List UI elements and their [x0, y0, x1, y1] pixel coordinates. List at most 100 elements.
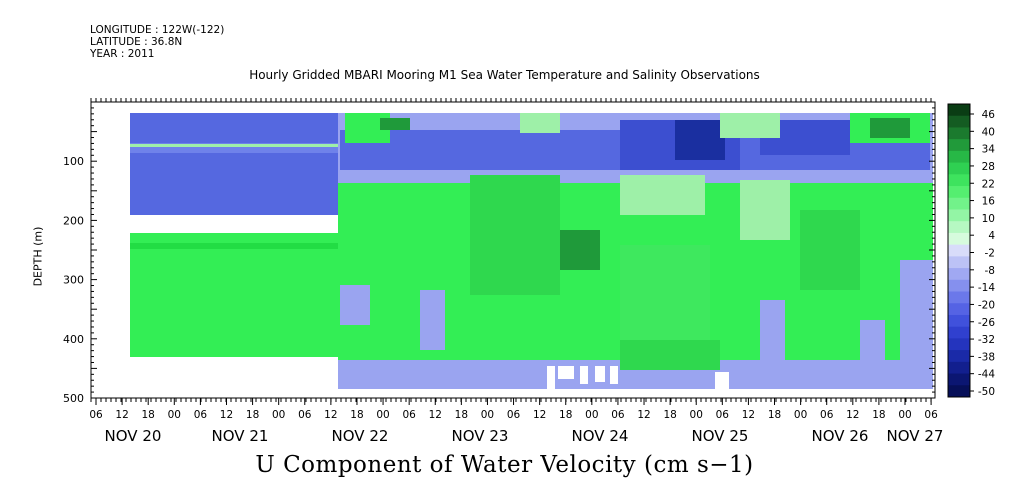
- heatmap-cell: [620, 340, 720, 370]
- heatmap-cell: [900, 260, 933, 360]
- colorbar-tick-label: -14: [978, 282, 995, 294]
- colorbar: 46 40 34 28 22 16 10 4 -2 -8 -14 -20 -26 -32 -38 -44 -50: [947, 103, 996, 398]
- x-hour-tick-label: 00: [690, 409, 703, 421]
- heatmap-cell: [470, 175, 560, 295]
- x-hour-tick-label: 18: [768, 409, 781, 421]
- x-hour-tick-label: 06: [402, 409, 416, 421]
- colorbar-segment: [948, 127, 970, 140]
- colorbar-segment: [948, 373, 970, 386]
- colorbar-tick-label: 34: [982, 144, 996, 156]
- x-hour-tick-label: 18: [872, 409, 885, 421]
- year-label: YEAR : 2011: [90, 48, 155, 60]
- colorbar-segment: [948, 326, 970, 339]
- x-hour-tick-label: 12: [637, 409, 650, 421]
- colorbar-tick-label: -44: [978, 369, 995, 381]
- heatmap-gap: [610, 366, 618, 384]
- x-hour-tick-label: 00: [585, 409, 598, 421]
- colorbar-tick-label: 22: [982, 178, 995, 190]
- x-hour-tick-label: 18: [455, 409, 468, 421]
- x-hour-tick-label: 00: [272, 409, 285, 421]
- y-tick-label: 400: [63, 333, 84, 346]
- colorbar-segment: [948, 244, 970, 257]
- colorbar-segment: [948, 279, 970, 293]
- x-day-label: NOV 27: [887, 427, 944, 445]
- y-tick-label: 200: [63, 214, 84, 227]
- colorbar-segment: [948, 314, 970, 328]
- colorbar-segment: [948, 291, 970, 304]
- colorbar-tick-label: 40: [982, 126, 995, 138]
- colorbar-segment: [948, 232, 970, 246]
- colorbar-tick-label: -2: [985, 248, 995, 260]
- x-hour-tick-label: 18: [559, 409, 572, 421]
- chart-title: Hourly Gridded MBARI Mooring M1 Sea Wate…: [249, 68, 760, 82]
- heatmap-band: [130, 215, 340, 233]
- y-tick-label: 500: [63, 392, 84, 405]
- heatmap-band: [130, 233, 340, 357]
- colorbar-tick-label: -26: [978, 317, 995, 329]
- x-hour-tick-label: 12: [324, 409, 337, 421]
- longitude-label: LONGITUDE : 122W(-122): [90, 24, 225, 36]
- x-hour-tick-label: 12: [533, 409, 546, 421]
- x-day-label: NOV 24: [572, 427, 629, 445]
- x-day-label: NOV 20: [105, 427, 162, 445]
- heatmap-cell: [675, 120, 725, 160]
- x-hour-tick-label: 18: [350, 409, 363, 421]
- x-hour-tick-label: 06: [194, 409, 208, 421]
- x-hour-tick-label: 18: [142, 409, 155, 421]
- heatmap-cell: [420, 290, 445, 350]
- latitude-label: LATITUDE : 36.8N: [90, 36, 183, 48]
- colorbar-segment: [948, 303, 970, 316]
- x-axis-label: U Component of Water Velocity (cm s−1): [255, 452, 754, 478]
- colorbar-tick-label: 16: [982, 196, 996, 208]
- heatmap-band: [130, 113, 340, 215]
- colorbar-segment: [948, 256, 970, 269]
- colorbar-segment: [948, 139, 970, 152]
- x-day-label: NOV 23: [452, 427, 509, 445]
- x-hour-tick-label: 12: [846, 409, 859, 421]
- colorbar-tick-label: 4: [988, 230, 995, 242]
- heatmap-cell: [740, 180, 790, 240]
- x-hour-tick-label: 12: [115, 409, 128, 421]
- heatmap-gap: [595, 366, 605, 382]
- colorbar-segment: [948, 197, 970, 210]
- heatmap-gap: [580, 366, 588, 384]
- heatmap-cell: [520, 113, 560, 133]
- colorbar-segment: [948, 361, 970, 375]
- x-axis-ticks: 06 12 18 00 06 12 18 00 06 12 18 00 06 12 18 00 06 12 18 00…: [89, 98, 943, 445]
- heatmap-cell: [620, 245, 710, 345]
- x-hour-tick-label: 18: [246, 409, 259, 421]
- colorbar-tick-label: -50: [978, 386, 995, 398]
- heatmap-cell: [760, 300, 785, 370]
- x-hour-tick-label: 12: [742, 409, 755, 421]
- heatmap-cell: [870, 118, 910, 138]
- heatmap-band: [130, 143, 340, 153]
- colorbar-segment: [948, 338, 970, 351]
- colorbar-tick-label: -20: [978, 299, 995, 311]
- x-hour-tick-label: 06: [716, 409, 730, 421]
- heatmap-cell: [560, 230, 600, 270]
- x-day-label: NOV 25: [692, 427, 749, 445]
- colorbar-segment: [948, 350, 970, 363]
- colorbar-tick-label: -32: [978, 334, 995, 346]
- x-hour-tick-label: 00: [168, 409, 181, 421]
- colorbar-segment: [948, 186, 970, 199]
- y-tick-label: 100: [63, 155, 84, 168]
- heatmap-cell: [380, 118, 410, 130]
- heatmap-cell: [720, 113, 780, 138]
- heatmap-band: [130, 243, 340, 249]
- x-hour-tick-label: 00: [898, 409, 911, 421]
- x-day-label: NOV 21: [212, 427, 269, 445]
- colorbar-segment: [948, 268, 970, 281]
- colorbar-tick-label: 46: [982, 109, 996, 121]
- x-day-label: NOV 22: [332, 427, 389, 445]
- colorbar-tick-label: 28: [982, 161, 995, 173]
- x-hour-tick-label: 00: [376, 409, 389, 421]
- x-hour-tick-label: 18: [663, 409, 676, 421]
- colorbar-segment: [948, 162, 970, 175]
- colorbar-segment: [948, 209, 970, 222]
- x-hour-tick-label: 06: [924, 409, 938, 421]
- heatmap-field: [130, 113, 933, 389]
- heatmap-cell: [340, 285, 370, 325]
- heatmap-band: [130, 144, 340, 147]
